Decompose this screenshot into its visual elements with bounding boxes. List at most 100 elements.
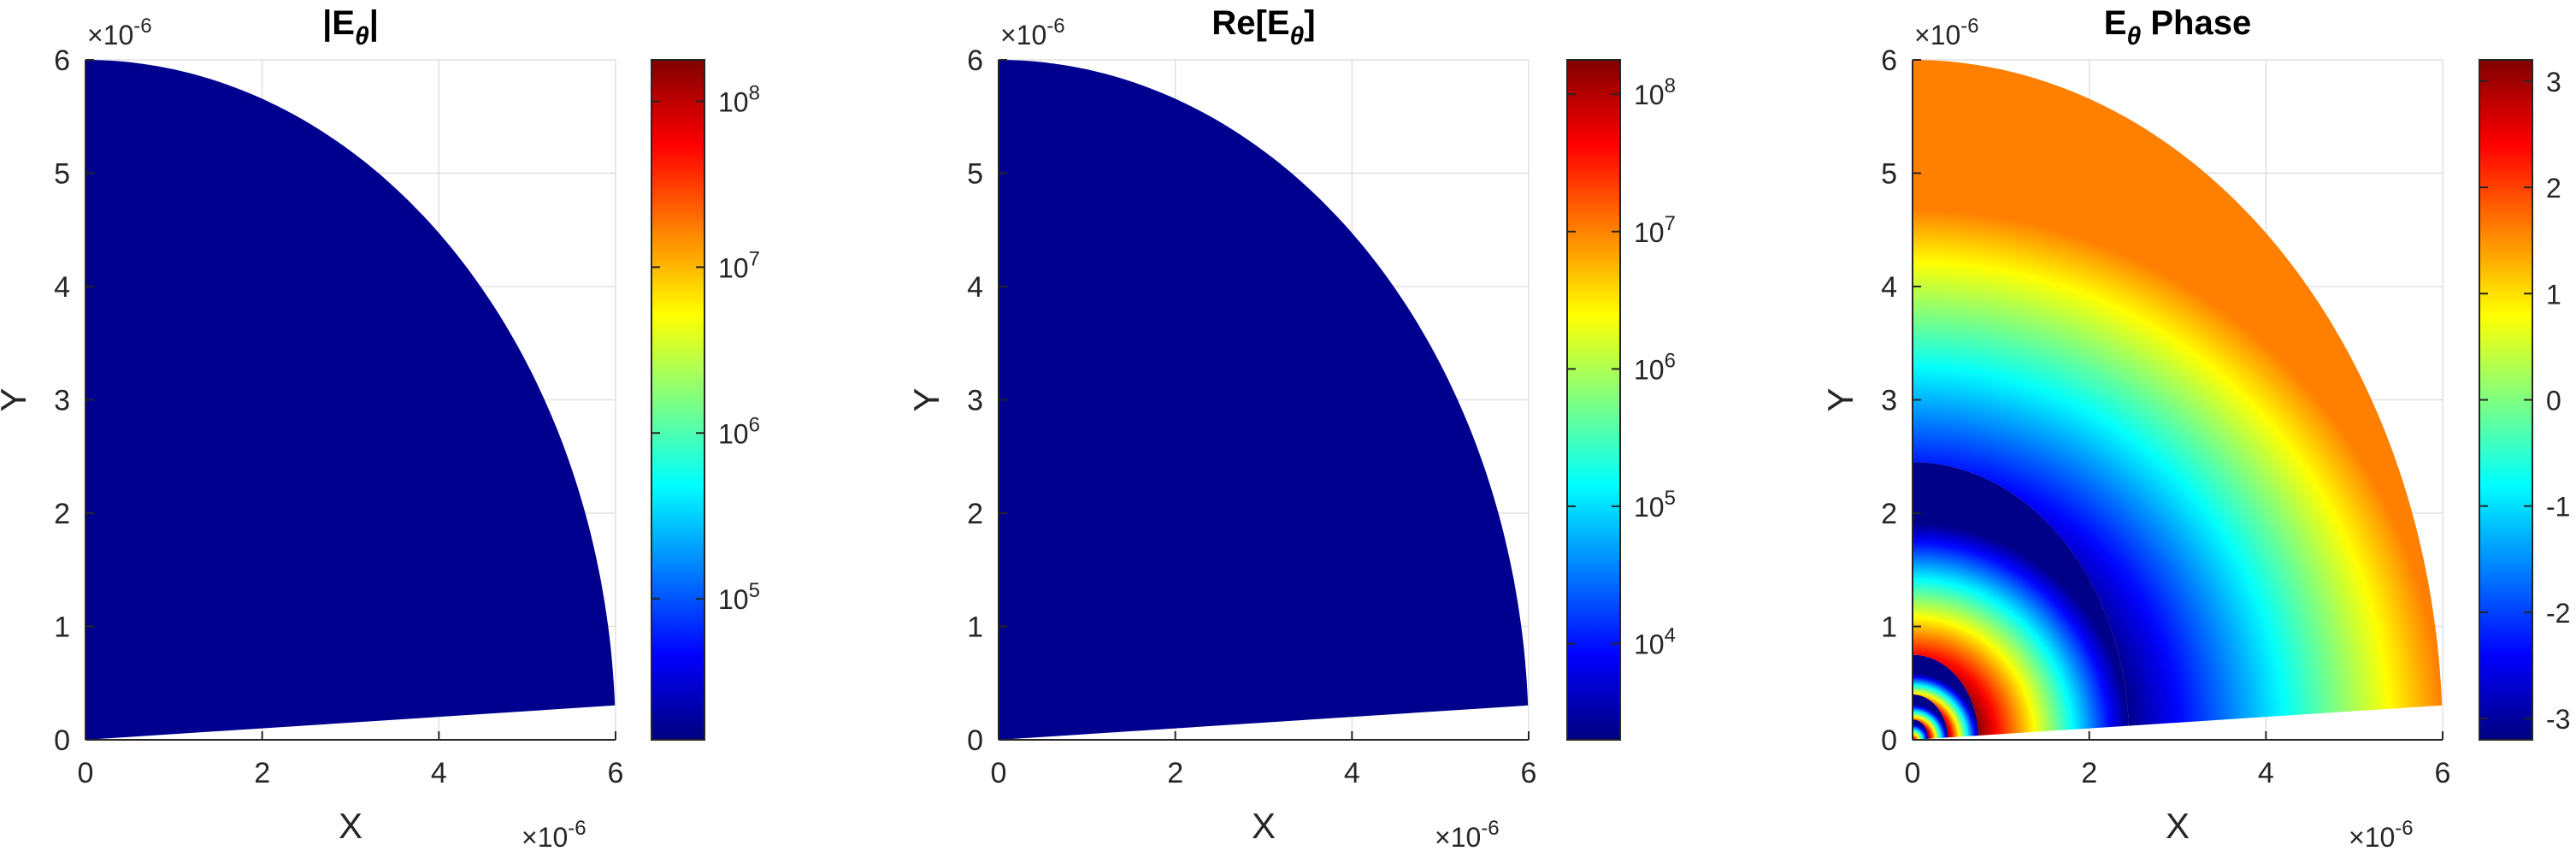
y-tick-label: 1	[967, 612, 983, 644]
colorbar-tick-label: 106	[1634, 349, 1676, 385]
field-region	[999, 60, 1529, 740]
title-subscript: θ	[355, 22, 369, 50]
x-axis-label: X	[2166, 806, 2190, 846]
y-tick-label: 2	[967, 498, 983, 530]
colorbar-tick-label: 104	[1634, 624, 1676, 660]
y-axis-multiplier-exponent: -6	[133, 15, 151, 38]
colorbar-tick-exponent: 7	[1665, 212, 1676, 235]
chart-title: Eθ Phase	[2104, 4, 2251, 50]
chart-title: |Eθ|	[322, 4, 379, 50]
colorbar-tick-exponent: 5	[749, 579, 760, 602]
y-axis-multiplier: ×10-6	[1914, 15, 1979, 50]
colorbar-tick-label: -2	[2546, 598, 2570, 629]
title-text: |E	[322, 4, 355, 42]
y-tick-label: 3	[1881, 385, 1897, 417]
colorbar-tick-label: 1	[2546, 279, 2561, 310]
y-axis-label: Y	[1820, 387, 1860, 411]
colorbar	[2479, 59, 2533, 741]
x-tick-label: 2	[254, 757, 270, 789]
y-axis-multiplier-exponent: -6	[1046, 15, 1064, 38]
x-tick-label: 0	[991, 757, 1007, 789]
chart-panel-2: 0 2 4 6 0 1 2 3 4 5 6 X Y ×10-6 ×10-6 Re[Eθ] 104 105 106 10…	[906, 4, 1676, 851]
y-tick-label: 6	[54, 44, 70, 77]
colorbar-tick-label: 0	[2546, 386, 2561, 417]
x-tick-label: 4	[431, 757, 447, 789]
y-tick-label: 2	[1881, 498, 1897, 530]
colorbar-tick-label: 2	[2546, 173, 2561, 204]
phase-ring	[1913, 60, 2443, 726]
colorbar-tick-label: -1	[2546, 492, 2570, 523]
colorbar-tick-exponent: 6	[1665, 349, 1676, 372]
y-tick-label: 4	[54, 271, 70, 304]
colorbar-tick-label: 107	[718, 247, 760, 283]
x-axis-label: X	[339, 806, 363, 846]
y-tick-label: 1	[1881, 612, 1897, 644]
colorbar-tick-label: 105	[718, 579, 760, 615]
title-text: E	[2104, 4, 2127, 42]
title-text-suffix: Phase	[2141, 4, 2251, 42]
colorbar-tick-exponent: 4	[1665, 624, 1676, 647]
field-region	[85, 60, 616, 740]
y-tick-label: 4	[967, 271, 983, 304]
y-axis-multiplier-exponent: -6	[1960, 15, 1978, 38]
phase-ring	[1913, 462, 2129, 736]
y-tick-label: 0	[967, 724, 983, 757]
y-tick-label: 2	[54, 498, 70, 530]
title-subscript: θ	[2126, 22, 2141, 50]
title-text-suffix: ]	[1304, 4, 1315, 42]
x-tick-label: 6	[608, 757, 624, 789]
colorbar-tick-exponent: 6	[749, 413, 760, 436]
x-tick-label: 0	[1905, 757, 1921, 789]
x-axis-multiplier-exponent: -6	[1481, 817, 1499, 840]
colorbar-tick-label: 108	[1634, 74, 1676, 110]
chart-title: Re[Eθ]	[1211, 4, 1315, 50]
colorbar-tick-label: 3	[2546, 67, 2561, 98]
x-tick-label: 0	[78, 757, 94, 789]
chart-panel-1: 0 2 4 6 0 1 2 3 4 5 6 X Y ×10-6 ×10-6 |Eθ| 105 106 107 108	[0, 4, 760, 851]
title-subscript: θ	[1290, 22, 1305, 50]
colorbar-tick-exponent: 7	[749, 247, 760, 270]
y-tick-label: 3	[967, 385, 983, 417]
chart-panel-3: 0 2 4 6 0 1 2 3 4 5 6 X Y ×10-6 ×10-6 Eθ Phase -3 -2 -1 0 1 2…	[1820, 4, 2570, 851]
colorbar-tick-label: 107	[1634, 212, 1676, 248]
x-tick-label: 6	[2435, 757, 2451, 789]
y-axis-label: Y	[906, 387, 946, 411]
colorbar-tick-label: -3	[2546, 704, 2570, 735]
x-tick-label: 4	[1344, 757, 1360, 789]
title-text-suffix: |	[369, 4, 379, 42]
y-tick-label: 4	[1881, 271, 1897, 304]
y-tick-label: 1	[54, 612, 70, 644]
y-tick-label: 6	[967, 44, 983, 77]
y-axis-multiplier: ×10-6	[1000, 15, 1065, 50]
x-tick-label: 6	[1521, 757, 1537, 789]
y-tick-label: 5	[54, 158, 70, 191]
y-tick-label: 3	[54, 385, 70, 417]
colorbar-tick-label: 106	[718, 413, 760, 449]
y-tick-label: 0	[1881, 724, 1897, 757]
y-tick-label: 5	[967, 158, 983, 191]
title-text: Re[E	[1211, 4, 1289, 42]
colorbar-tick-label: 105	[1634, 487, 1676, 523]
colorbar-tick-exponent: 8	[749, 81, 760, 104]
x-axis-multiplier: ×10-6	[2349, 817, 2414, 851]
colorbar-tick-label: 108	[718, 81, 760, 117]
x-axis-multiplier-exponent: -6	[568, 817, 586, 840]
x-tick-label: 2	[1167, 757, 1183, 789]
x-axis-label: X	[1252, 806, 1276, 846]
x-axis-multiplier: ×10-6	[1435, 817, 1500, 851]
phase-ring	[1913, 694, 1948, 739]
y-axis-multiplier: ×10-6	[87, 15, 152, 50]
colorbar	[651, 59, 705, 741]
x-axis-multiplier: ×10-6	[522, 817, 587, 851]
colorbar-tick-exponent: 8	[1665, 74, 1676, 98]
x-axis-multiplier-exponent: -6	[2395, 817, 2413, 840]
phase-ring	[1913, 654, 1979, 738]
y-tick-label: 5	[1881, 158, 1897, 191]
x-tick-label: 4	[2258, 757, 2274, 789]
colorbar-tick-exponent: 5	[1665, 487, 1676, 510]
phase-ring	[1913, 719, 1929, 740]
y-tick-label: 0	[54, 724, 70, 757]
y-axis-label: Y	[0, 387, 33, 411]
colorbar	[1566, 59, 1621, 741]
